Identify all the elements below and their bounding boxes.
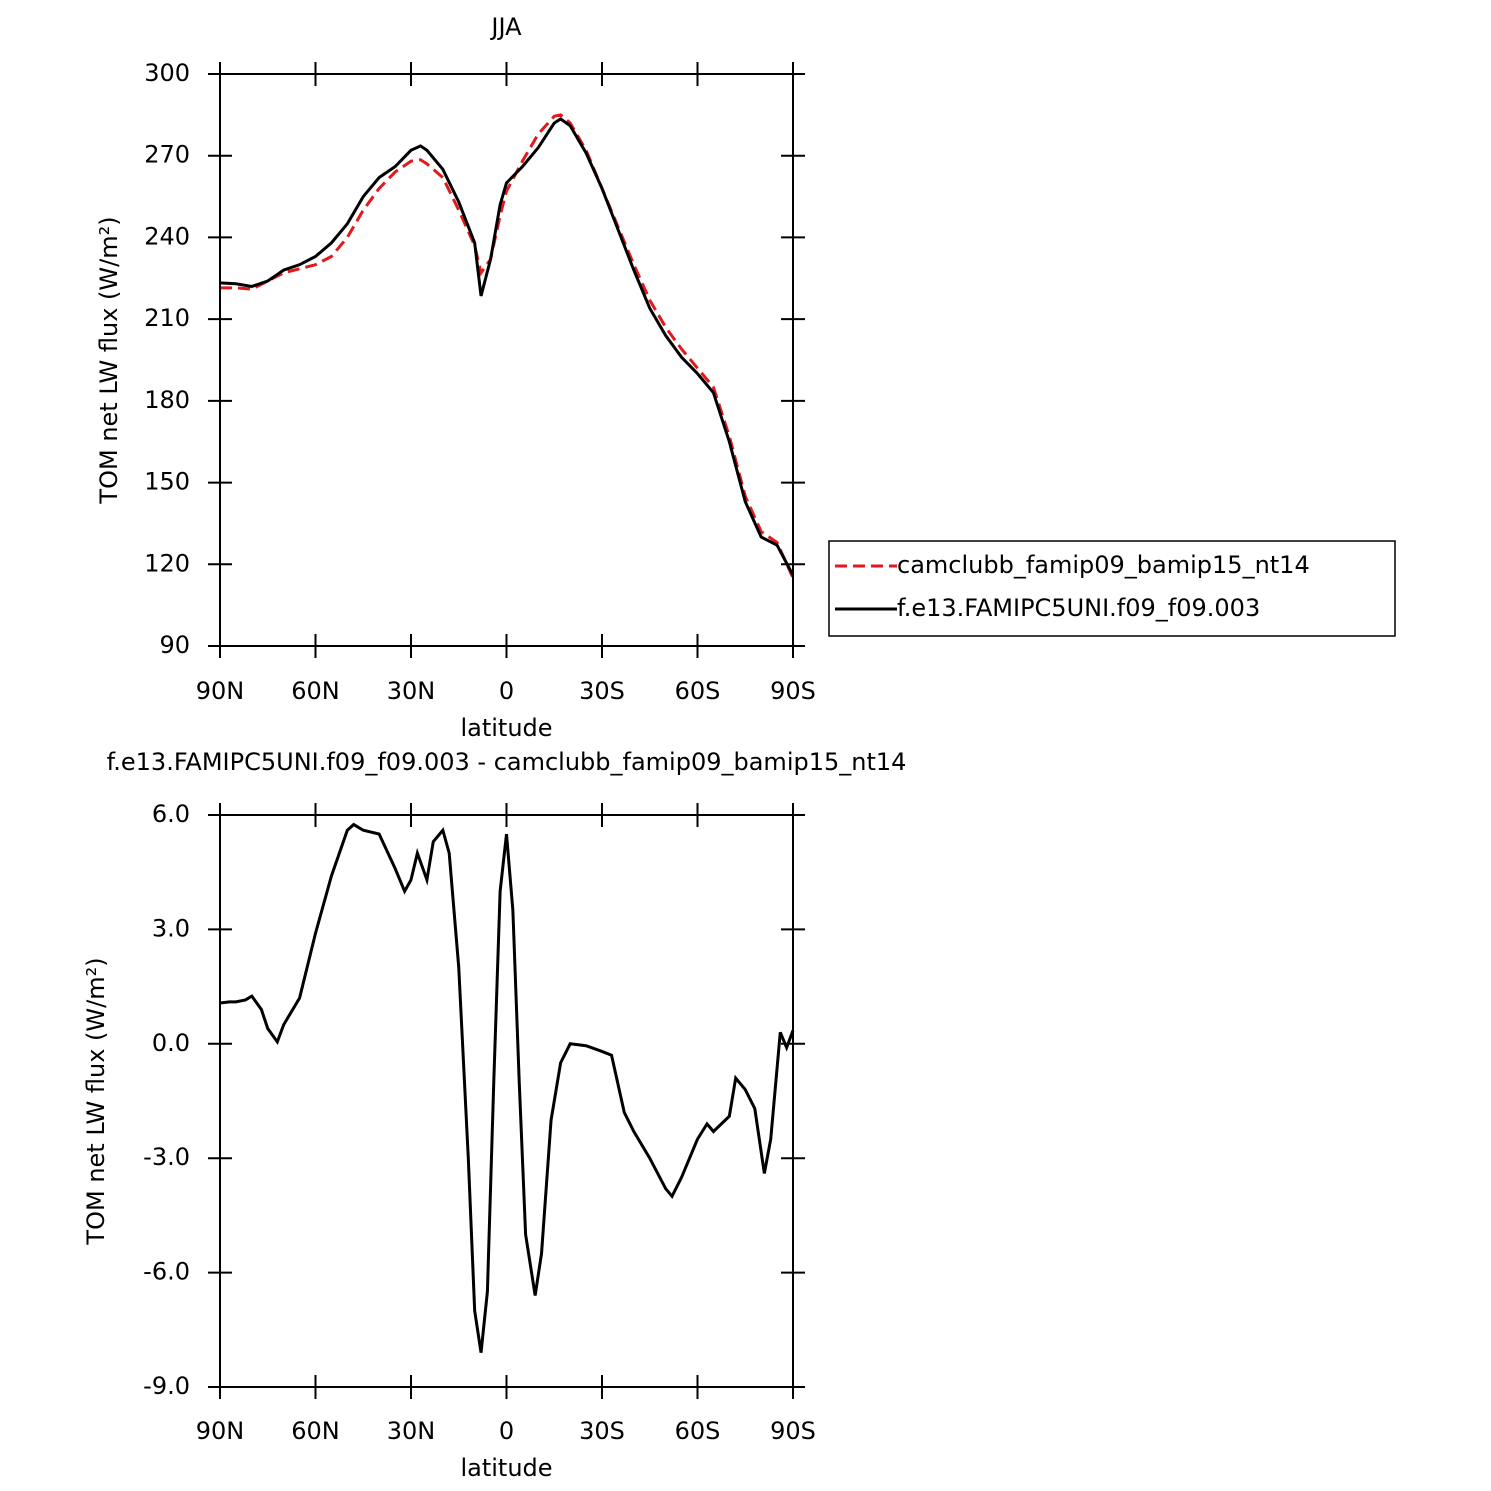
chart-title: JJA	[489, 13, 522, 41]
y-axis-label: TOM net LW flux (W/m²)	[95, 216, 123, 504]
y-tick-label: 300	[144, 59, 190, 87]
y-tick-label: 210	[144, 304, 190, 332]
x-tick-label: 0	[499, 1417, 514, 1445]
data-line	[219, 117, 795, 576]
x-tick-label: 0	[499, 677, 514, 705]
chart-title: f.e13.FAMIPC5UNI.f09_f09.003 - camclubb_…	[107, 748, 907, 776]
data-line	[219, 822, 795, 1353]
y-tick-label: -3.0	[143, 1143, 190, 1171]
y-axis-label: TOM net LW flux (W/m²)	[82, 957, 110, 1245]
x-axis-label: latitude	[460, 714, 552, 742]
x-tick-label: 60S	[675, 677, 721, 705]
x-tick-label: 30N	[387, 1417, 436, 1445]
y-tick-label: -9.0	[143, 1372, 190, 1400]
data-line	[220, 113, 795, 579]
y-tick-label: 180	[144, 386, 190, 414]
x-tick-label: 60S	[675, 1417, 721, 1445]
x-tick-label: 30S	[579, 1417, 625, 1445]
y-tick-label: 120	[144, 549, 190, 577]
y-tick-label: 0.0	[152, 1029, 190, 1057]
x-tick-label: 30S	[579, 677, 625, 705]
y-tick-label: 6.0	[152, 800, 190, 828]
x-tick-label: 90S	[770, 1417, 816, 1445]
legend-box	[828, 540, 1396, 637]
x-tick-label: 90N	[196, 1417, 245, 1445]
x-tick-label: 90N	[196, 677, 245, 705]
legend-label: f.e13.FAMIPC5UNI.f09_f09.003	[897, 594, 1260, 622]
y-tick-label: 90	[159, 631, 190, 659]
x-tick-label: 60N	[291, 1417, 340, 1445]
x-tick-label: 30N	[387, 677, 436, 705]
x-tick-label: 60N	[291, 677, 340, 705]
y-tick-label: 270	[144, 141, 190, 169]
y-tick-label: 240	[144, 222, 190, 250]
plot-frame	[219, 73, 794, 647]
y-tick-label: 3.0	[152, 914, 190, 942]
plot-frame	[219, 814, 794, 1388]
x-axis-label: latitude	[460, 1454, 552, 1482]
y-tick-label: 150	[144, 468, 190, 496]
legend-label: camclubb_famip09_bamip15_nt14	[897, 551, 1310, 579]
x-tick-label: 90S	[770, 677, 816, 705]
y-tick-label: -6.0	[143, 1258, 190, 1286]
